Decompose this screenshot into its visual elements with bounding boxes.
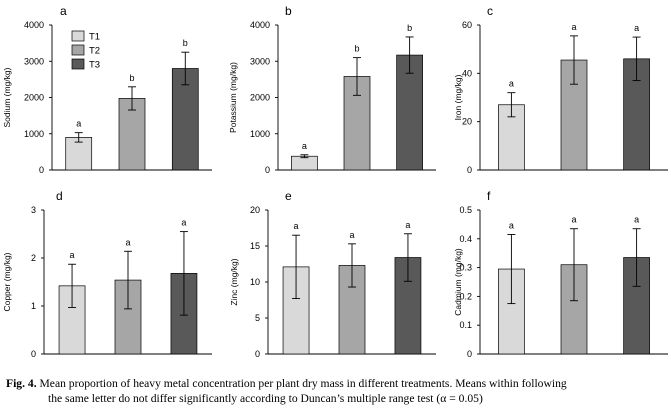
panel-e-sig-label-T1: a (294, 221, 299, 231)
legend-label-T1: T1 (89, 32, 100, 43)
caption-line-1: Mean proportion of heavy metal concentra… (39, 377, 567, 390)
panel-b-y-tick-label: 1000 (250, 129, 270, 139)
panel-c-letter: c (487, 4, 493, 18)
panel-e-sig-label-T2: a (349, 230, 354, 240)
panel-b-bar-T3 (396, 54, 423, 171)
panel-b-y-tick-label: 4000 (250, 20, 270, 30)
panel-d-sig-label-T2: a (125, 237, 130, 247)
panel-f-y-tick-label: 0 (467, 349, 472, 359)
panel-c-y-tick-label: 60 (462, 20, 472, 30)
panel-b-sig-label-T1: a (302, 141, 307, 151)
panel-c-y-tick-label: 20 (462, 117, 472, 127)
panel-e-y-tick-label: 20 (250, 205, 260, 215)
panel-f-y-tick-label: 0.1 (459, 320, 472, 330)
panel-b-bar-T1 (291, 155, 318, 171)
panel-b-y-tick-label: 2000 (250, 93, 270, 103)
panel-f-sig-label-T1: a (509, 220, 514, 230)
panel-a-y-tick-label: 1000 (24, 129, 44, 139)
panel-c-y-tick-label: 0 (467, 165, 472, 175)
panel-d-y-axis-title: Copper (mg/kg) (2, 252, 12, 311)
panel-e-y-tick-label: 15 (250, 241, 260, 251)
panel-d-y-tick-label: 1 (31, 301, 36, 311)
panel-d-sig-label-T3: a (181, 218, 186, 228)
panel-f-y-tick-label: 0.2 (459, 291, 472, 301)
figure-caption: Fig. 4. Mean proportion of heavy metal c… (6, 376, 668, 406)
panel-d-sig-label-T1: a (70, 250, 75, 260)
panel-f-y-tick-label: 0.5 (459, 205, 472, 215)
legend-swatch-T3 (71, 58, 85, 70)
panel-f-y-tick-label: 0.4 (459, 234, 472, 244)
legend-swatch-T2 (71, 44, 85, 56)
panel-b-y-axis-title: Potassium (mg/kg) (228, 62, 238, 133)
caption-line-2: the same letter do not differ significan… (48, 392, 483, 405)
caption-label: Fig. 4. (6, 377, 37, 390)
panel-f-y-tick-label: 0.3 (459, 263, 472, 273)
panel-b-y-tick-label: 0 (265, 165, 270, 175)
panel-e-y-axis-title: Zinc (mg/kg) (229, 258, 239, 305)
panel-a-y-tick-label: 4000 (24, 20, 44, 30)
panel-d-y-tick-label: 3 (31, 205, 36, 215)
panel-a-y-tick-label: 3000 (24, 56, 44, 66)
panel-c-y-tick-label: 40 (462, 68, 472, 78)
panel-e-letter: e (285, 189, 292, 203)
panel-f-letter: f (487, 189, 491, 203)
panel-f-y-axis-title: Cadmium (mg/kg) (453, 248, 463, 316)
panel-a-bar-T1 (65, 137, 93, 171)
panel-a-sig-label-T2: b (129, 73, 134, 83)
panel-a-letter: a (60, 4, 67, 18)
panel-e-y-tick-label: 10 (250, 277, 260, 287)
panel-a-y-tick-label: 0 (39, 165, 44, 175)
panel-c-sig-label-T2: a (571, 22, 576, 32)
panel-e-y-tick-label: 5 (255, 313, 260, 323)
panel-a-bar-T3 (171, 68, 199, 171)
panel-b-sig-label-T3: b (407, 23, 412, 33)
panel-f-sig-label-T3: a (634, 215, 639, 225)
panel-a-y-axis-title: Sodium (mg/kg) (2, 67, 12, 127)
panel-b-letter: b (285, 4, 292, 18)
panel-f-sig-label-T2: a (571, 215, 576, 225)
panel-b-sig-label-T2: b (354, 44, 359, 54)
legend-label-T3: T3 (89, 60, 100, 71)
panel-c-y-axis-title: Iron (mg/kg) (453, 74, 463, 120)
panel-a-y-tick-label: 2000 (24, 93, 44, 103)
legend-label-T2: T2 (89, 46, 100, 57)
legend-swatch-T1 (71, 30, 85, 42)
panel-d-letter: d (56, 189, 63, 203)
panel-b-y-tick-label: 3000 (250, 56, 270, 66)
panel-c-sig-label-T3: a (634, 23, 639, 33)
panel-c-sig-label-T1: a (509, 79, 514, 89)
panel-d-y-tick-label: 2 (31, 253, 36, 263)
panel-a-sig-label-T1: a (76, 119, 81, 129)
panel-d-y-tick-label: 0 (31, 349, 36, 359)
panel-a-sig-label-T3: b (183, 38, 188, 48)
panel-e-sig-label-T3: a (405, 220, 410, 230)
panel-e-y-tick-label: 0 (255, 349, 260, 359)
